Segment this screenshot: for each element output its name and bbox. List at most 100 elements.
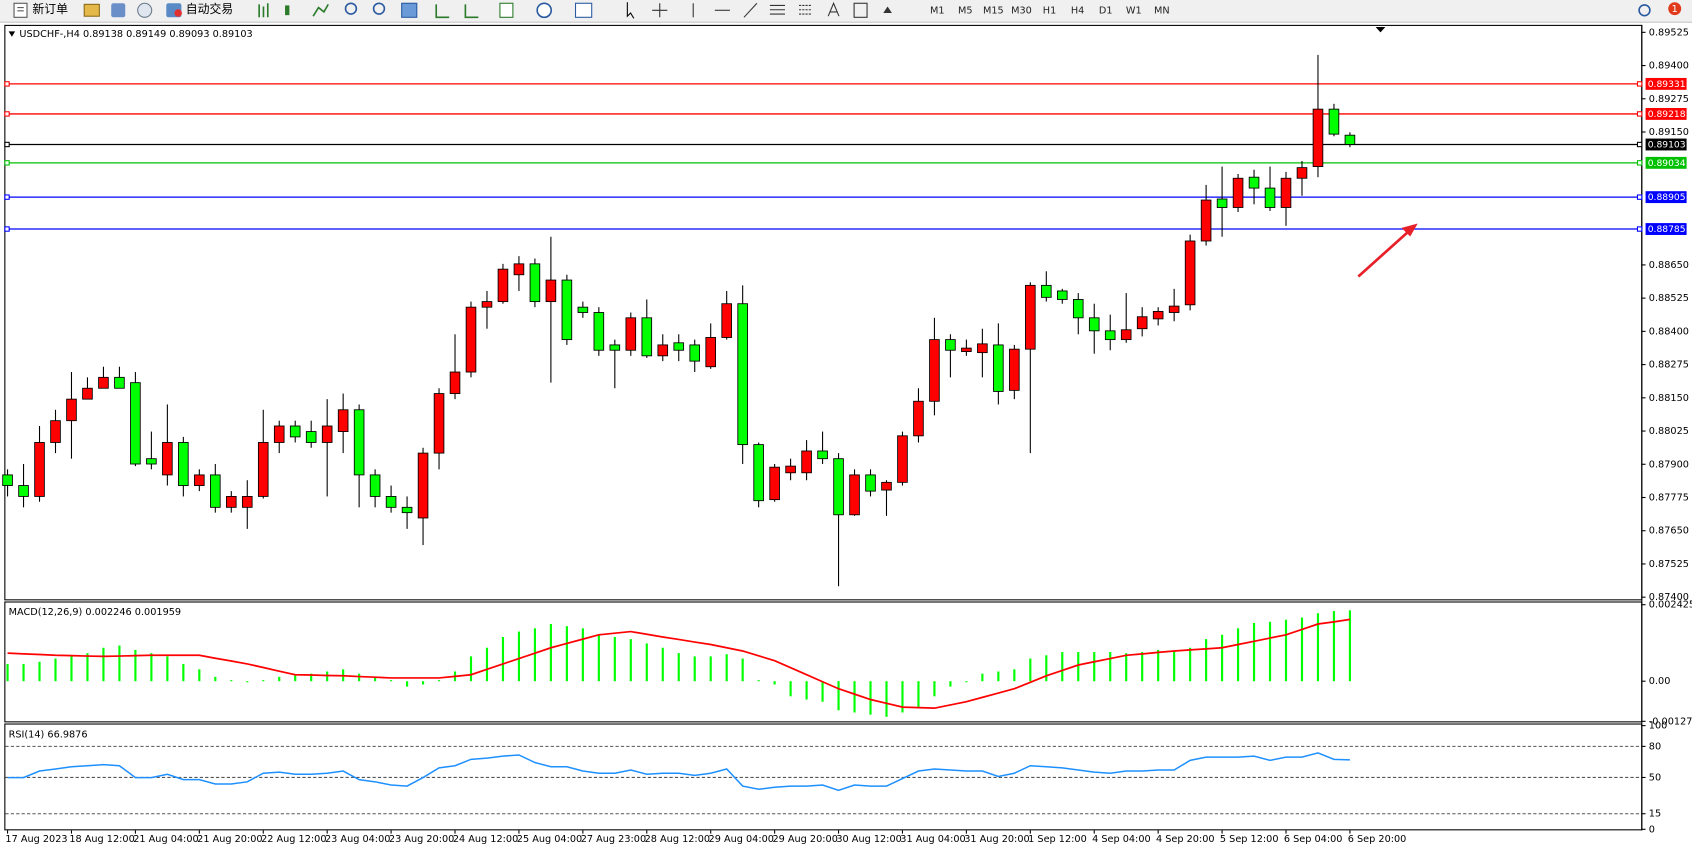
new-order-button[interactable]: 新订单	[13, 2, 68, 18]
y-tick-label: 0.88650	[1649, 260, 1689, 271]
level-handle[interactable]	[1636, 141, 1643, 148]
timeframe-button[interactable]: H1	[1043, 5, 1056, 16]
candle-body	[162, 442, 173, 476]
timeframe-button[interactable]: M5	[958, 5, 973, 16]
candle-body	[178, 442, 189, 486]
candle-tool[interactable]	[285, 5, 290, 16]
chart-shift[interactable]	[464, 4, 479, 19]
timeframe-button[interactable]: D1	[1099, 5, 1113, 16]
toolbar	[0, 0, 1692, 23]
label-tool[interactable]	[853, 2, 868, 18]
timeframe-button[interactable]: M15	[983, 5, 1004, 16]
annotation-arrowhead	[1401, 223, 1418, 237]
macd-bar	[294, 674, 297, 682]
macd-bar	[134, 649, 137, 682]
candle-body	[737, 303, 748, 446]
candle-body	[881, 481, 892, 491]
auto-trading-button[interactable]: 自动交易	[166, 2, 233, 18]
toolbar-icon[interactable]	[137, 2, 153, 18]
x-tick-label: 21 Aug 04:00	[133, 834, 198, 845]
macd-bar	[198, 669, 201, 682]
bar-chart-tool[interactable]	[258, 3, 269, 18]
periods[interactable]	[536, 2, 553, 19]
candle-body	[785, 465, 796, 474]
crosshair-tool[interactable]	[652, 3, 668, 18]
macd-bar	[917, 681, 920, 708]
autoscroll[interactable]	[435, 4, 450, 19]
annotation-arrow	[1357, 229, 1412, 278]
macd-bar	[709, 656, 712, 682]
level-price-label: 0.89103	[1648, 140, 1686, 151]
level-handle[interactable]	[1636, 81, 1643, 87]
level-handle[interactable]	[4, 226, 10, 232]
x-tick-label: 30 Aug 12:00	[836, 834, 901, 845]
indicators[interactable]	[499, 2, 514, 18]
templates[interactable]	[574, 2, 593, 18]
search-button[interactable]	[1638, 4, 1651, 17]
level-handle[interactable]	[1636, 226, 1643, 232]
candle-body	[305, 431, 317, 443]
macd-bar	[1221, 634, 1224, 682]
toolbar-icon[interactable]	[83, 3, 100, 17]
candle-body	[1072, 299, 1084, 319]
macd-bar	[933, 681, 936, 697]
candle-body	[130, 382, 141, 465]
level-handle[interactable]	[4, 111, 10, 117]
candle-body	[34, 442, 45, 497]
candle-body	[673, 342, 685, 351]
level-handle[interactable]	[4, 81, 10, 87]
auto-trading-label: 自动交易	[186, 2, 233, 16]
macd-bar	[6, 663, 9, 682]
timeframe-button[interactable]: M1	[930, 5, 945, 16]
timeframe-button[interactable]: MN	[1154, 5, 1170, 16]
fibo-tool[interactable]	[799, 4, 812, 15]
level-handle[interactable]	[4, 160, 10, 166]
macd-panel	[4, 601, 1643, 723]
zoom-out[interactable]	[372, 2, 386, 15]
notification-badge[interactable]	[1668, 2, 1682, 16]
level-handle[interactable]	[1636, 160, 1643, 166]
level-handle[interactable]	[4, 194, 10, 200]
candle-body	[625, 317, 637, 351]
macd-bar	[421, 681, 425, 685]
y-tick-label: 0.87400	[1649, 592, 1689, 603]
macd-bar	[1109, 652, 1112, 682]
candle-body	[865, 474, 876, 492]
x-tick-label: 29 Aug 04:00	[709, 834, 774, 845]
macd-bar	[757, 680, 760, 682]
level-handle[interactable]	[1636, 111, 1643, 117]
trendline-tool[interactable]	[743, 2, 758, 18]
x-tick-label: 27 Aug 23:00	[581, 834, 646, 845]
candle-body	[337, 409, 349, 433]
line-tool[interactable]	[312, 3, 329, 17]
zoom-in[interactable]	[344, 2, 358, 15]
tile-windows[interactable]	[401, 2, 418, 18]
level-handle[interactable]	[1636, 194, 1643, 200]
x-tick-label: 4 Sep 04:00	[1092, 834, 1151, 845]
candle-body	[257, 442, 269, 497]
toolbar-icon[interactable]	[111, 3, 126, 18]
macd-bar	[741, 658, 744, 682]
level-handle[interactable]	[4, 141, 10, 148]
text-tool[interactable]	[827, 1, 840, 17]
macd-bar	[1157, 649, 1160, 682]
macd-bar	[102, 647, 105, 682]
arrows-tool[interactable]	[883, 6, 892, 13]
timeframe-button[interactable]: H4	[1071, 5, 1084, 16]
macd-bar	[262, 680, 265, 682]
x-tick-label: 29 Aug 20:00	[772, 834, 837, 845]
timeframe-button[interactable]: W1	[1126, 5, 1142, 16]
macd-bar	[1316, 613, 1320, 682]
macd-bar	[1029, 658, 1032, 682]
candle-body	[1280, 177, 1292, 208]
y-tick-label: 0.88525	[1649, 293, 1689, 304]
candle-body	[529, 263, 541, 303]
timeframe-button[interactable]: M30	[1011, 5, 1032, 16]
cursor-tool[interactable]	[626, 2, 635, 19]
y-tick-label: 0.00	[1649, 676, 1671, 687]
channel-tool[interactable]	[769, 4, 785, 15]
macd-bar	[358, 673, 361, 682]
level-price-box	[1645, 77, 1687, 90]
macd-bar	[310, 673, 313, 682]
